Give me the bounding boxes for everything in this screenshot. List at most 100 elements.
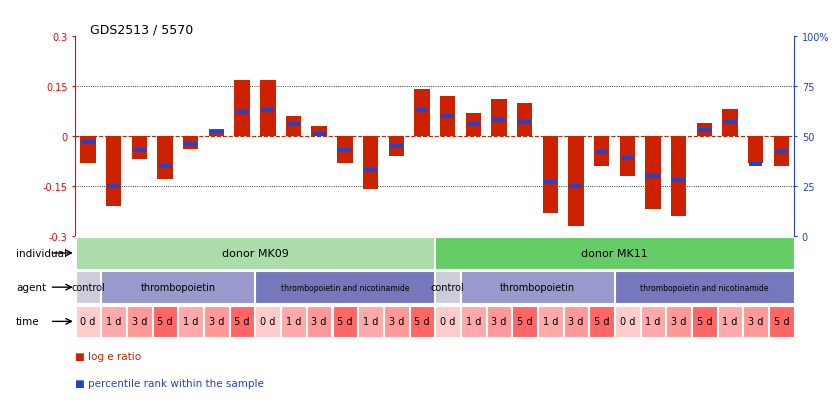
Text: 3 d: 3 d: [748, 317, 763, 327]
Text: agent: agent: [16, 282, 46, 292]
Text: 5 d: 5 d: [337, 317, 353, 327]
Bar: [621, 157, 634, 161]
Bar: [671, 137, 686, 216]
Text: thrombopoietin: thrombopoietin: [500, 282, 575, 292]
Bar: [512, 306, 537, 337]
Text: 5 d: 5 d: [517, 317, 533, 327]
Bar: [184, 142, 197, 147]
Bar: [157, 137, 173, 180]
Bar: [441, 115, 454, 119]
Text: 3 d: 3 d: [492, 317, 507, 327]
Text: 0 d: 0 d: [260, 317, 276, 327]
Text: 1 d: 1 d: [645, 317, 660, 327]
Bar: [153, 306, 177, 337]
Bar: [672, 178, 686, 183]
Text: 3 d: 3 d: [209, 317, 224, 327]
Text: 1 d: 1 d: [543, 317, 558, 327]
Bar: [390, 145, 403, 149]
Text: thrombopoietin: thrombopoietin: [140, 282, 216, 292]
Text: 3 d: 3 d: [312, 317, 327, 327]
Bar: [492, 119, 506, 123]
Bar: [538, 306, 563, 337]
Text: GDS2513 / 5570: GDS2513 / 5570: [89, 23, 193, 36]
Bar: [646, 174, 660, 179]
Bar: [287, 123, 300, 127]
Bar: [698, 128, 711, 133]
Text: 5 d: 5 d: [414, 317, 430, 327]
Bar: [769, 306, 793, 337]
Bar: [466, 114, 481, 137]
Bar: [76, 306, 100, 337]
Bar: [82, 140, 94, 145]
Bar: [692, 306, 716, 337]
Text: 5 d: 5 d: [234, 317, 250, 327]
Text: 1 d: 1 d: [106, 317, 121, 327]
Bar: [461, 306, 486, 337]
Bar: [645, 137, 660, 210]
Bar: [107, 184, 120, 189]
Bar: [775, 150, 788, 155]
Bar: [543, 137, 558, 213]
Bar: [717, 306, 742, 337]
Bar: [256, 272, 434, 303]
Bar: [101, 306, 126, 337]
Text: individual: individual: [16, 248, 67, 258]
Bar: [723, 121, 737, 125]
Text: 1 d: 1 d: [722, 317, 737, 327]
Bar: [436, 306, 460, 337]
Bar: [749, 162, 762, 167]
Bar: [76, 272, 100, 303]
Text: ■ percentile rank within the sample: ■ percentile rank within the sample: [75, 378, 264, 388]
Bar: [209, 130, 224, 137]
Bar: [312, 127, 327, 137]
Bar: [615, 272, 793, 303]
Bar: [210, 131, 223, 135]
Text: 5 d: 5 d: [773, 317, 789, 327]
Text: time: time: [16, 317, 40, 327]
Bar: [722, 110, 737, 137]
Text: 1 d: 1 d: [286, 317, 301, 327]
Text: thrombopoietin and nicotinamide: thrombopoietin and nicotinamide: [640, 283, 768, 292]
Text: 5 d: 5 d: [696, 317, 712, 327]
Bar: [339, 149, 351, 153]
Text: control: control: [431, 282, 465, 292]
Bar: [436, 272, 460, 303]
Bar: [337, 137, 353, 163]
Bar: [183, 137, 198, 150]
Bar: [466, 123, 480, 127]
Text: thrombopoietin and nicotinamide: thrombopoietin and nicotinamide: [281, 283, 409, 292]
Text: 0 d: 0 d: [440, 317, 456, 327]
Text: 3 d: 3 d: [389, 317, 404, 327]
Bar: [415, 109, 428, 113]
Text: 3 d: 3 d: [671, 317, 686, 327]
Bar: [666, 306, 691, 337]
Bar: [230, 306, 254, 337]
Text: 3 d: 3 d: [132, 317, 147, 327]
Bar: [358, 306, 383, 337]
Bar: [256, 306, 280, 337]
Bar: [101, 272, 254, 303]
Bar: [127, 306, 152, 337]
Bar: [461, 272, 614, 303]
Bar: [569, 184, 583, 189]
Bar: [281, 306, 306, 337]
Bar: [363, 137, 378, 190]
Bar: [543, 180, 557, 185]
Bar: [384, 306, 409, 337]
Bar: [518, 121, 531, 125]
Text: 0 d: 0 d: [619, 317, 635, 327]
Bar: [615, 306, 640, 337]
Bar: [743, 306, 768, 337]
Text: 5 d: 5 d: [594, 317, 609, 327]
Bar: [696, 123, 712, 137]
Text: control: control: [71, 282, 105, 292]
Bar: [492, 100, 507, 137]
Bar: [773, 137, 789, 166]
Bar: [333, 306, 357, 337]
Bar: [595, 150, 608, 155]
Bar: [80, 137, 96, 163]
Bar: [286, 117, 301, 137]
Bar: [568, 137, 584, 226]
Text: 5 d: 5 d: [157, 317, 173, 327]
Bar: [262, 109, 274, 113]
